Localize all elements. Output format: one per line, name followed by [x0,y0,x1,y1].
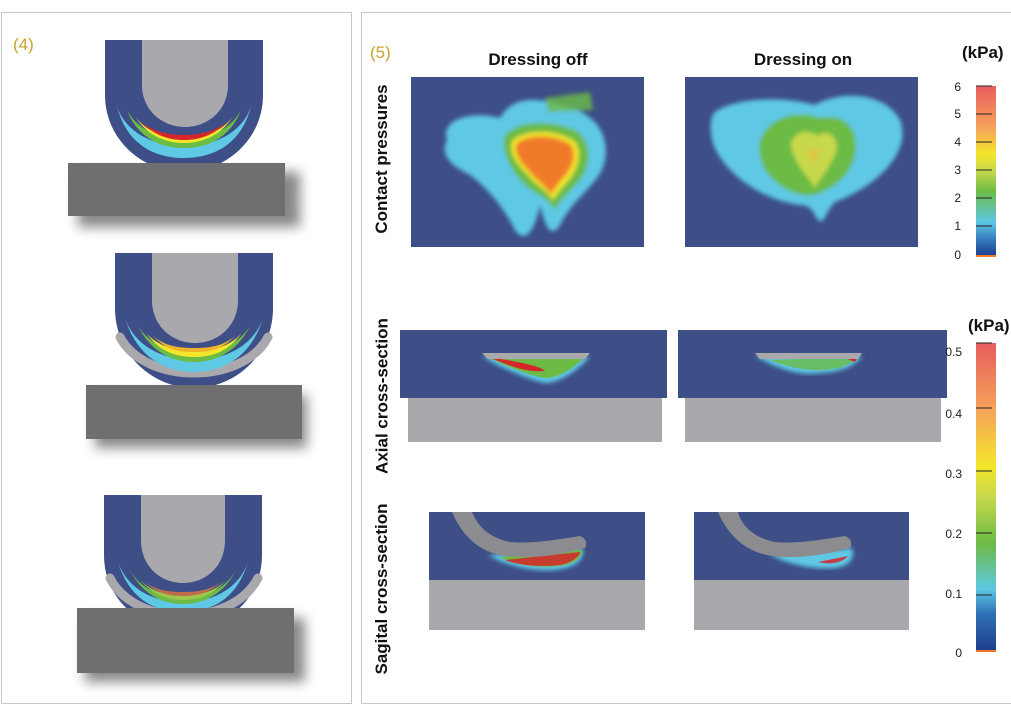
bottom-scale-tick: 0.1 [945,587,962,601]
top-scale-unit: (kPa) [962,43,1004,62]
pressure-map-dressing-on [685,77,918,247]
top-scale-tick: 4 [954,135,961,149]
bottom-scale-unit: (kPa) [968,316,1010,335]
top-scale-tick: 0 [954,248,961,262]
top-scale-tick: 1 [954,219,961,233]
top-color-scale [976,85,996,257]
top-scale-tick: 3 [954,163,961,177]
indenter-3 [77,495,305,682]
axial-section-dressing-off [400,330,667,442]
column-header-dressing-on: Dressing on [753,50,853,69]
bottom-scale-tick: 0.4 [945,407,962,421]
indenter-illustrations [68,40,307,682]
bottom-scale-tick: 0.5 [945,345,962,359]
top-scale-tick: 2 [954,191,961,205]
indenter-2 [86,253,307,448]
sagittal-section-dressing-on [694,512,909,630]
bottom-color-scale [976,342,996,652]
column-header-dressing-off: Dressing off [488,50,588,69]
bottom-scale-tick: 0 [955,646,962,660]
sagittal-section-dressing-off [429,512,645,630]
pressure-map-dressing-off [411,77,644,247]
bottom-scale-tick: 0.3 [945,467,962,481]
top-scale-tick: 5 [954,107,961,121]
axial-section-dressing-on [678,330,947,442]
indenter-1 [68,40,300,227]
panel-5-label: (5) [370,43,391,62]
top-scale-tick: 6 [954,80,961,94]
panel-4-label: (4) [13,35,34,54]
bottom-scale-tick: 0.2 [945,527,962,541]
